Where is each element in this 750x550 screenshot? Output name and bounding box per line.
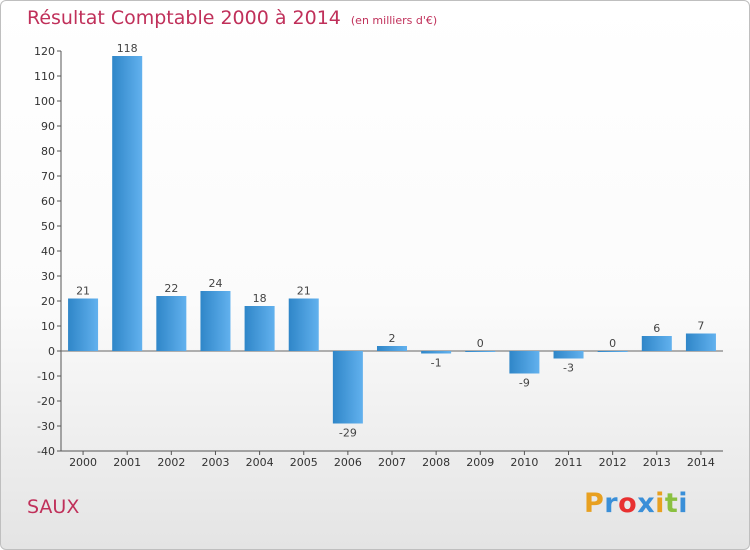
bar	[332, 351, 363, 424]
data-label: 0	[609, 337, 616, 350]
logo-letter: t	[664, 488, 679, 519]
x-tick-label: 2008	[422, 456, 450, 469]
x-tick-label: 2011	[555, 456, 583, 469]
commune-name: SAUX	[27, 496, 80, 518]
x-tick-label: 2013	[643, 456, 671, 469]
x-tick-label: 2002	[157, 456, 185, 469]
data-label: 24	[208, 277, 222, 290]
x-tick-label: 2000	[69, 456, 97, 469]
y-tick-label: 40	[41, 245, 55, 258]
bar	[112, 56, 143, 351]
unit-note: (en milliers d'€)	[350, 14, 438, 27]
x-tick-label: 2010	[510, 456, 538, 469]
data-label: 6	[653, 322, 660, 335]
logo-letter: o	[618, 488, 638, 519]
data-label: 22	[164, 282, 178, 295]
y-tick-label: 100	[34, 95, 55, 108]
logo-letter: P	[584, 488, 605, 519]
data-label: 18	[253, 292, 267, 305]
proxiti-logo: Proxiti	[584, 488, 688, 519]
y-tick-label: -20	[37, 395, 55, 408]
y-tick-label: 30	[41, 270, 55, 283]
bar	[465, 351, 496, 352]
bar	[509, 351, 540, 374]
logo-letter: i	[678, 488, 689, 519]
y-tick-label: -40	[37, 445, 55, 458]
logo-letter: x	[637, 488, 656, 519]
x-tick-label: 2014	[687, 456, 715, 469]
x-tick-label: 2005	[290, 456, 318, 469]
bar	[244, 306, 275, 351]
y-tick-label: 80	[41, 145, 55, 158]
y-tick-label: 60	[41, 195, 55, 208]
bar	[641, 336, 672, 351]
y-tick-label: 20	[41, 295, 55, 308]
y-tick-label: -10	[37, 370, 55, 383]
y-tick-label: -30	[37, 420, 55, 433]
x-tick-label: 2004	[246, 456, 274, 469]
x-tick-label: 2003	[201, 456, 229, 469]
bar	[156, 296, 187, 351]
bar	[288, 298, 319, 351]
logo-letter: i	[655, 488, 665, 519]
bar	[200, 291, 231, 351]
bar	[685, 333, 716, 351]
data-label: -9	[519, 377, 530, 390]
data-label: 21	[76, 285, 90, 298]
data-label: 118	[117, 42, 138, 55]
y-tick-label: 120	[34, 45, 55, 58]
y-tick-label: 10	[41, 320, 55, 333]
data-label: 7	[697, 320, 704, 333]
data-label: 0	[477, 337, 484, 350]
y-tick-label: 110	[34, 70, 55, 83]
x-tick-label: 2001	[113, 456, 141, 469]
chart-title: Résultat Comptable 2000 à 2014 (en millie…	[27, 7, 437, 29]
y-tick-label: 70	[41, 170, 55, 183]
data-label: -3	[563, 362, 574, 375]
x-tick-label: 2009	[466, 456, 494, 469]
x-tick-label: 2006	[334, 456, 362, 469]
y-tick-label: 90	[41, 120, 55, 133]
bar	[68, 298, 99, 351]
data-label: 21	[297, 285, 311, 298]
logo-letter: r	[604, 488, 619, 519]
data-label: -1	[431, 357, 442, 370]
x-tick-label: 2007	[378, 456, 406, 469]
chart-title-text: Résultat Comptable 2000 à 2014	[27, 7, 341, 29]
data-label: 2	[389, 332, 396, 345]
bar	[421, 351, 452, 354]
x-tick-label: 2012	[599, 456, 627, 469]
bar	[553, 351, 584, 359]
bar	[597, 351, 628, 352]
data-label: -29	[339, 427, 357, 440]
y-tick-label: 0	[48, 345, 55, 358]
y-tick-label: 50	[41, 220, 55, 233]
bar	[376, 346, 408, 351]
